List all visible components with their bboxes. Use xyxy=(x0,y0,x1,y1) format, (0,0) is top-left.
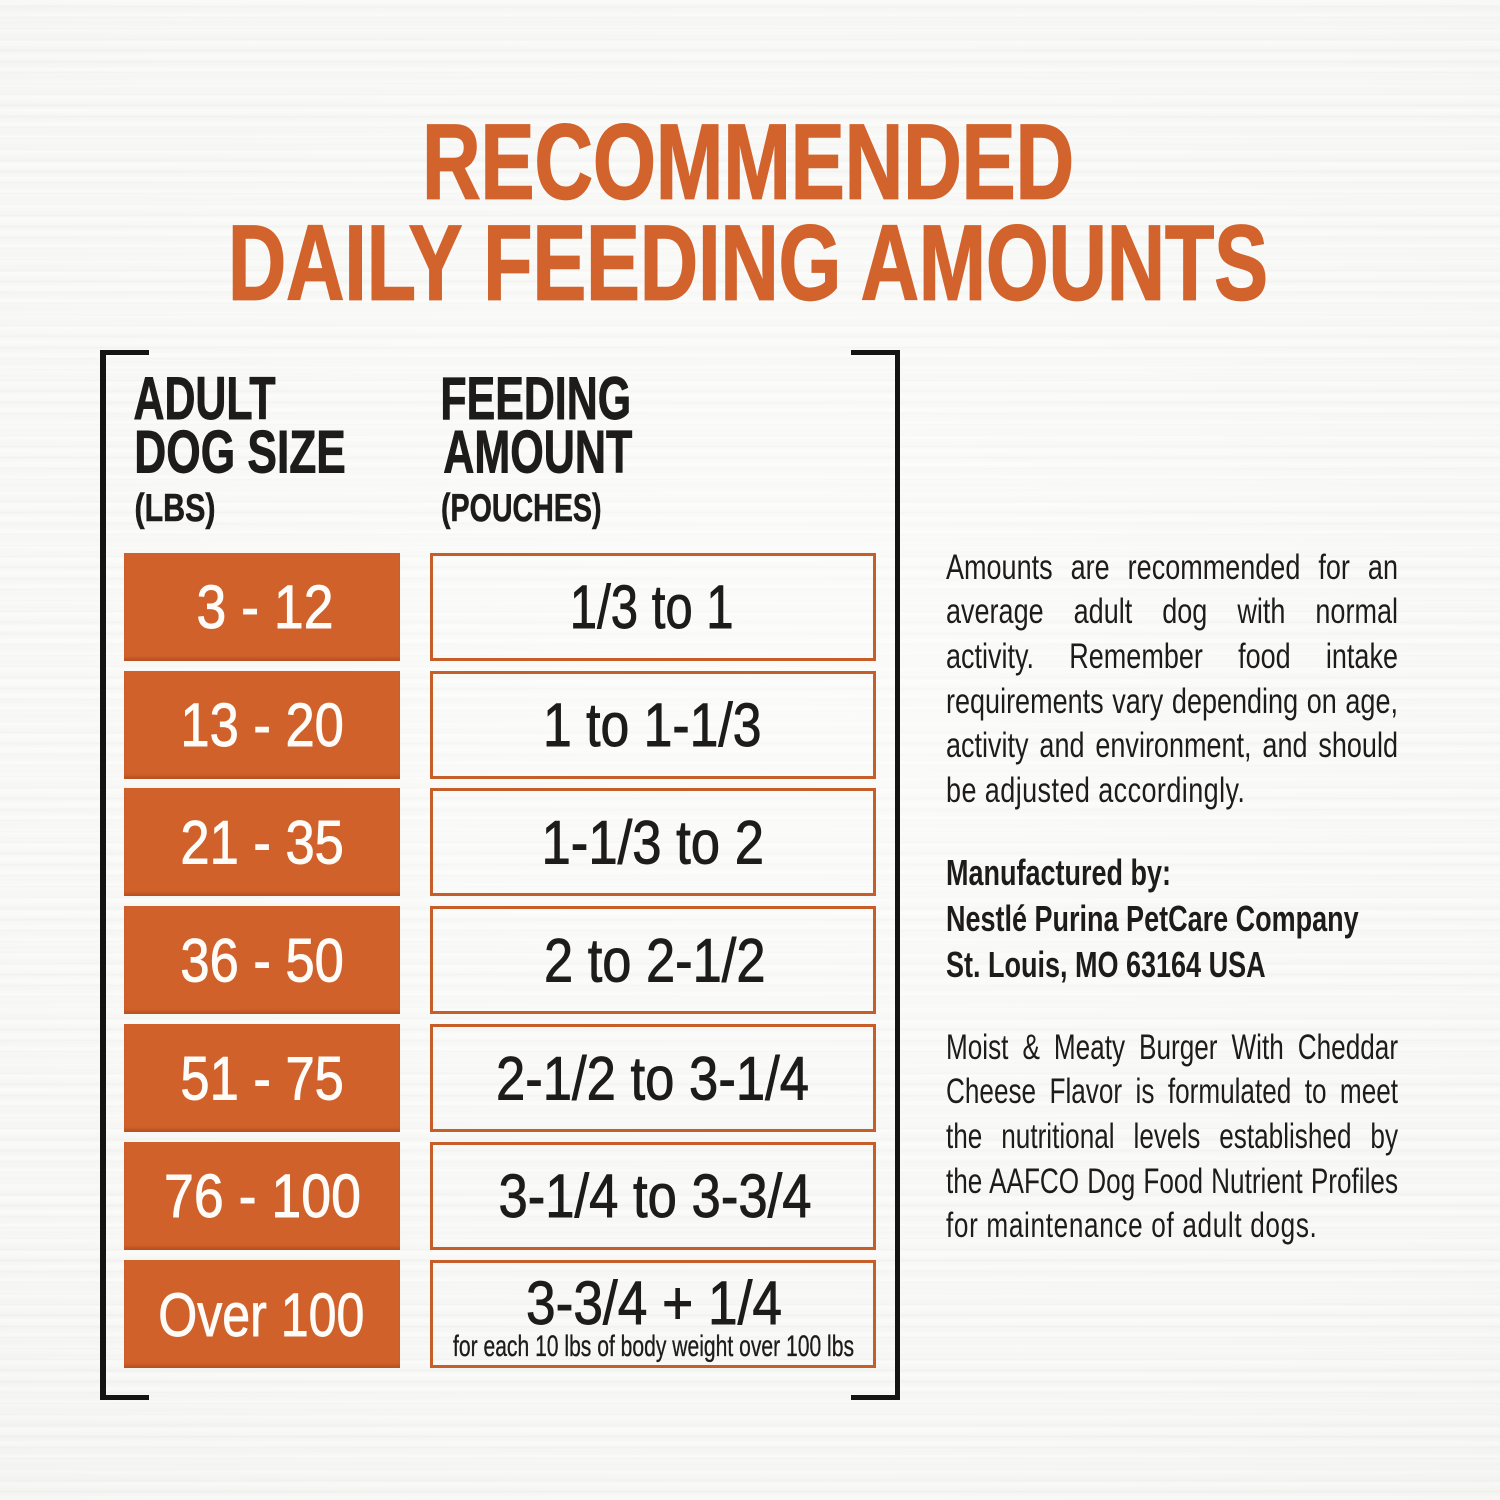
svg-text:(POUCHES): (POUCHES) xyxy=(441,487,602,530)
svg-text:Over 100: Over 100 xyxy=(158,1281,364,1350)
svg-text:FEEDING: FEEDING xyxy=(440,365,631,432)
svg-text:2 to 2-1/2: 2 to 2-1/2 xyxy=(544,927,766,996)
svg-text:1 to 1-1/3: 1 to 1-1/3 xyxy=(543,691,762,760)
svg-text:RECOMMENDED: RECOMMENDED xyxy=(422,102,1074,221)
svg-text:3-3/4 + 1/4: 3-3/4 + 1/4 xyxy=(526,1269,782,1338)
svg-text:DOG SIZE: DOG SIZE xyxy=(134,419,345,486)
svg-text:13 - 20: 13 - 20 xyxy=(180,691,344,760)
svg-text:AMOUNT: AMOUNT xyxy=(443,419,632,486)
svg-text:(LBS): (LBS) xyxy=(135,487,216,530)
svg-text:76 - 100: 76 - 100 xyxy=(164,1162,361,1231)
svg-text:1-1/3 to 2: 1-1/3 to 2 xyxy=(542,809,765,878)
svg-text:21 - 35: 21 - 35 xyxy=(180,809,344,878)
svg-text:51 - 75: 51 - 75 xyxy=(180,1044,344,1113)
svg-text:1/3 to 1: 1/3 to 1 xyxy=(570,573,734,642)
svg-text:36 - 50: 36 - 50 xyxy=(180,927,344,996)
svg-text:for each 10 lbs of body weight: for each 10 lbs of body weight over 100 … xyxy=(453,1330,854,1363)
svg-text:2-1/2 to 3-1/4: 2-1/2 to 3-1/4 xyxy=(496,1044,809,1113)
svg-text:3-1/4 to 3-3/4: 3-1/4 to 3-3/4 xyxy=(499,1162,812,1231)
svg-text:DAILY FEEDING AMOUNTS: DAILY FEEDING AMOUNTS xyxy=(228,204,1268,323)
svg-text:3 - 12: 3 - 12 xyxy=(197,573,334,642)
svg-text:ADULT: ADULT xyxy=(134,365,276,432)
